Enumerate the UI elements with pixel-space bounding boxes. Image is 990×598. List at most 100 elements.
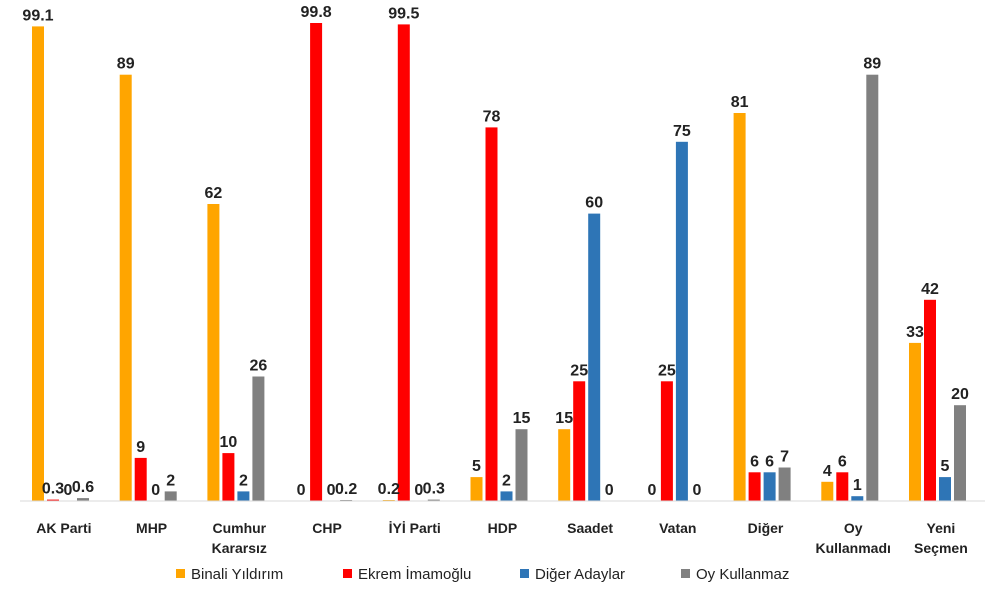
bar-2-0 [207, 204, 220, 501]
bar-8-0 [733, 113, 746, 501]
bar-7-2 [675, 141, 688, 502]
bar-8-1 [748, 472, 761, 501]
data-label: 0 [605, 482, 614, 499]
data-label: 2 [502, 472, 511, 489]
data-label: 26 [250, 358, 268, 375]
data-label: 7 [780, 449, 789, 466]
data-label: 25 [658, 362, 676, 379]
data-label: 89 [117, 56, 135, 73]
bar-2-3 [252, 376, 265, 501]
data-label: 15 [513, 410, 531, 427]
bar-1-3 [164, 491, 177, 501]
category-label: CHP [312, 520, 342, 536]
bar-2-2 [237, 491, 250, 501]
bar-9-1 [836, 472, 849, 501]
data-label: 0 [151, 482, 160, 499]
bars-layer [32, 23, 966, 502]
bar-9-2 [851, 496, 864, 501]
data-label: 5 [472, 458, 481, 475]
bar-5-2 [500, 491, 513, 501]
data-label: 5 [941, 458, 950, 475]
bar-6-1 [573, 381, 586, 501]
bar-4-3 [427, 499, 440, 501]
legend-swatch [520, 569, 529, 578]
data-label: 0 [414, 482, 423, 499]
data-label: 15 [555, 410, 573, 427]
data-label: 0 [647, 482, 656, 499]
data-label: 25 [570, 362, 588, 379]
bar-1-1 [134, 457, 147, 501]
data-label: 0.2 [378, 481, 400, 498]
legend: Binali Yıldırım Ekrem İmamoğlu Diğer Adayl… [176, 565, 789, 583]
category-label: Yeni Seçmen [914, 520, 968, 556]
category-label: AK Parti [36, 520, 91, 536]
data-label: 10 [220, 434, 238, 451]
data-label: 62 [205, 185, 223, 202]
data-label: 42 [921, 281, 939, 298]
data-label: 0.3 [423, 481, 445, 498]
bar-5-0 [470, 477, 483, 501]
bar-5-1 [485, 127, 498, 502]
data-label: 2 [166, 472, 175, 489]
bar-10-1 [924, 299, 936, 501]
bar-4-1 [397, 24, 410, 502]
category-label: Saadet [567, 520, 613, 536]
bar-10-2 [939, 477, 951, 501]
data-label: 6 [838, 453, 847, 470]
bar-5-3 [515, 429, 528, 501]
data-label: 75 [673, 123, 691, 140]
data-label: 0 [692, 482, 701, 499]
legend-swatch [343, 569, 352, 578]
data-label: 60 [585, 195, 603, 212]
legend-label: Binali Yıldırım [191, 566, 283, 583]
bar-2-1 [222, 453, 235, 501]
data-label: 99.8 [301, 4, 332, 21]
data-label: 0 [64, 482, 73, 499]
bar-6-0 [558, 429, 571, 501]
data-label: 4 [823, 463, 832, 480]
data-label: 99.1 [22, 7, 53, 24]
data-label: 9 [136, 439, 145, 456]
data-label: 0 [327, 482, 336, 499]
legend-label: Diğer Adaylar [535, 566, 625, 583]
bar-10-3 [954, 405, 966, 501]
data-label: 0.6 [72, 479, 94, 496]
category-label: İYİ Parti [389, 520, 441, 536]
category-label: Vatan [659, 520, 696, 536]
category-label: Cumhur Kararsız [212, 520, 267, 556]
bar-10-0 [909, 342, 921, 501]
bar-0-3 [77, 498, 89, 501]
data-label: 33 [906, 324, 924, 341]
category-label: Diğer [748, 520, 784, 536]
data-label: 6 [750, 453, 759, 470]
data-label: 89 [863, 56, 881, 73]
data-label: 1 [853, 477, 862, 494]
data-label: 0.2 [335, 481, 357, 498]
data-label: 78 [483, 108, 501, 125]
bar-9-3 [866, 74, 879, 501]
category-labels-layer: AK Parti MHP Cumhur Kararsız CHP İYİ Parti HDP… [36, 520, 967, 556]
bar-9-0 [821, 481, 834, 501]
bar-0-0 [32, 26, 44, 502]
legend-swatch [176, 569, 185, 578]
legend-label: Ekrem İmamoğlu [358, 565, 471, 583]
bar-6-2 [588, 213, 601, 501]
legend-swatch [681, 569, 690, 578]
data-label: 20 [951, 386, 969, 403]
category-label: HDP [488, 520, 518, 536]
data-label: 99.5 [388, 5, 419, 22]
bar-7-1 [660, 381, 673, 501]
bar-8-2 [763, 472, 776, 501]
category-label: Oy Kullanmadı [815, 520, 890, 556]
data-label: 81 [731, 94, 749, 111]
bar-8-3 [778, 467, 791, 501]
data-label: 0.3 [42, 481, 64, 498]
bar-1-0 [119, 74, 132, 501]
legend-label: Oy Kullanmaz [696, 566, 789, 583]
data-label: 6 [765, 453, 774, 470]
bar-3-1 [310, 23, 323, 501]
data-label: 2 [239, 472, 248, 489]
data-label: 0 [297, 482, 306, 499]
